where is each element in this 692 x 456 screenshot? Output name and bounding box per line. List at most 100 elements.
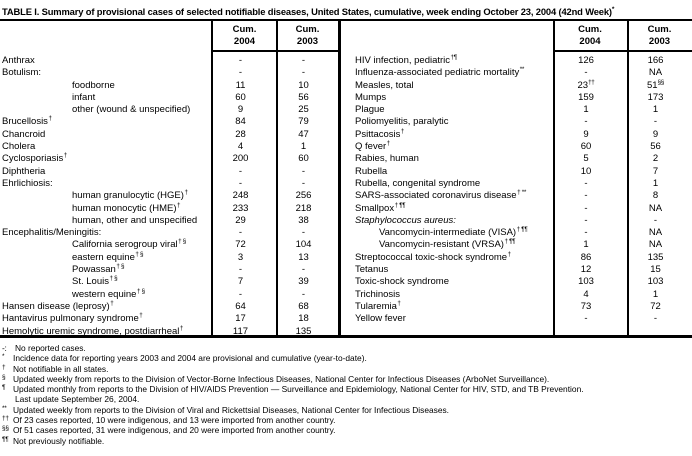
- disease-label: Chancroid: [2, 128, 46, 140]
- cum-2004-value: 126: [578, 55, 594, 67]
- cum-2003-value: 256: [295, 190, 312, 202]
- footnote-marker: **: [519, 66, 525, 74]
- cum-2003-value: -: [653, 116, 658, 128]
- year-2003-label: 2003: [296, 36, 319, 47]
- cum-2004-value: -: [584, 190, 588, 202]
- cum-2003-value: 9: [652, 128, 659, 140]
- footnote-marker: ¶: [2, 384, 6, 392]
- cum-label: Cum.: [295, 24, 320, 35]
- footnote-marker: †: [400, 127, 405, 135]
- cum-2004-value: -: [584, 215, 588, 227]
- footnote: ** Updated weekly from reports to the Di…: [2, 405, 692, 415]
- cum-2004-value: 73: [580, 301, 592, 313]
- cum-2003-value: 135: [647, 251, 664, 263]
- table-row: Cyclosporiasis† 200 60: [0, 150, 338, 165]
- footnote-marker: † §: [178, 238, 186, 246]
- cum-2003-value: 8: [652, 190, 659, 202]
- disease-label: Powassan† §: [72, 263, 125, 276]
- cum-2003-value: 1: [652, 178, 659, 190]
- cum-2004-value: -: [584, 227, 588, 239]
- disease-label: Yellow fever: [355, 313, 406, 325]
- column-rule: [553, 21, 555, 335]
- cum-2003-value: 18: [298, 313, 309, 325]
- disease-label: Poliomyelitis, paralytic: [355, 116, 449, 128]
- cum-2004-value: -: [238, 165, 243, 177]
- cum-2004-value: 60: [580, 141, 592, 153]
- disease-label: Hansen disease (leprosy)†: [2, 299, 114, 313]
- disease-label: human monocytic (HME)†: [72, 201, 181, 214]
- disease-label: Plague: [355, 104, 385, 116]
- cum-2004-value: -: [584, 67, 588, 79]
- column-rule: [276, 21, 278, 335]
- cum-2004-value: -: [584, 202, 588, 214]
- footnote-marker: †: [48, 115, 52, 123]
- cum-2003-value: 39: [298, 276, 309, 288]
- cum-2003-value: 1: [300, 141, 307, 153]
- table-row: Hantavirus pulmonary syndrome† 17 18: [0, 310, 338, 325]
- table-row: eastern equine† § 3 13: [0, 249, 338, 263]
- cum-2004-value: 23††: [577, 78, 595, 91]
- disease-label: SARS-associated coronavirus disease† **: [355, 189, 527, 202]
- footnote-marker: †: [110, 299, 114, 307]
- disease-label: St. Louis† §: [72, 275, 118, 288]
- table-row: Plague 1 1: [341, 101, 692, 116]
- footnote: Last update September 26, 2004.: [2, 394, 692, 404]
- table-row: other (wound & unspecified) 9 25: [0, 101, 338, 115]
- cum-2004-value: 29: [235, 215, 246, 227]
- cum-2003-value: -: [301, 227, 306, 239]
- disease-label: infant: [72, 92, 96, 104]
- cum-2003-value: 15: [650, 264, 661, 276]
- disease-label: human granulocytic (HGE)†: [72, 189, 188, 202]
- table-row: Streptococcal toxic-shock syndrome† 86 1…: [341, 249, 692, 263]
- cum-2004-value: 200: [232, 153, 249, 165]
- cum-2003-value: 47: [298, 128, 309, 140]
- footnote-marker: §: [2, 373, 6, 381]
- cum-2003-value: 38: [298, 215, 309, 227]
- disease-label: human, other and unspecified: [72, 215, 198, 227]
- cum-2004-value: 248: [232, 190, 249, 202]
- table-row: Rubella, congenital syndrome - 1: [341, 175, 692, 190]
- cum-2003-value: -: [301, 55, 306, 67]
- table-row: Diphtheria - -: [0, 163, 338, 177]
- table-row: Tetanus 12 15: [341, 261, 692, 276]
- cum-2004-value: -: [584, 116, 588, 128]
- table-row: human monocytic (HME)† 233 218: [0, 200, 338, 214]
- cum-2004-value: -: [238, 178, 243, 190]
- disease-label: Staphylococcus aureus:: [355, 215, 456, 227]
- cum-2004-value: 84: [235, 116, 246, 128]
- table-right-header-row: Cum. 2004 Cum. 2003: [341, 21, 692, 52]
- disease-label: Rabies, human: [355, 153, 419, 165]
- footnote-marker: † ¶¶: [504, 238, 516, 246]
- cum-2003-value: NA: [648, 227, 663, 239]
- disease-label: Cholera: [2, 141, 36, 153]
- table-row: Vancomycin-resistant (VRSA)† ¶¶ 1 NA: [341, 236, 692, 251]
- footnote: -: No reported cases.: [2, 343, 692, 353]
- disease-label: Vancomycin-resistant (VRSA)† ¶¶: [379, 238, 516, 251]
- cum-2004-value: 7: [237, 276, 244, 288]
- header-bottom-rule: [212, 50, 338, 52]
- footnote-marker: †: [179, 324, 184, 332]
- cum-2004-value: 60: [235, 92, 246, 104]
- cum-2003-value: 173: [647, 92, 664, 104]
- footnote: ¶¶ Not previously notifiable.: [2, 436, 692, 446]
- cum-2003-value: 166: [647, 55, 664, 67]
- notifiable-diseases-table: Cum. 2004 Cum. 2003 Anthrax - - Botulism: …: [0, 19, 692, 338]
- cum-2004-value: -: [238, 264, 243, 276]
- footnote-text: No reported cases.: [15, 343, 86, 353]
- cum-2004-value: 12: [580, 264, 592, 276]
- table-row: Influenza-associated pediatric mortality…: [341, 64, 692, 79]
- footnote-text: Incidence data for reporting years 2003 …: [13, 353, 367, 364]
- table-title: TABLE I. Summary of provisional cases of…: [0, 3, 692, 19]
- footnote-text: Of 51 cases reported, 31 were indigenous…: [13, 425, 336, 436]
- table-row: Poliomyelitis, paralytic - -: [341, 113, 692, 128]
- footnotes-section: -: No reported cases. * Incidence data f…: [0, 338, 692, 446]
- footnote: * Incidence data for reporting years 200…: [2, 353, 692, 363]
- table-row: Powassan† § - -: [0, 261, 338, 276]
- table-row: Chancroid 28 47: [0, 126, 338, 140]
- cum-2004-value: -: [584, 178, 588, 190]
- footnote-marker: †¶: [450, 54, 458, 61]
- disease-label: eastern equine† §: [72, 250, 144, 263]
- cum-2004-value: -: [238, 55, 243, 67]
- cum-2003-value: -: [653, 215, 658, 227]
- footnote-marker: †: [177, 201, 181, 209]
